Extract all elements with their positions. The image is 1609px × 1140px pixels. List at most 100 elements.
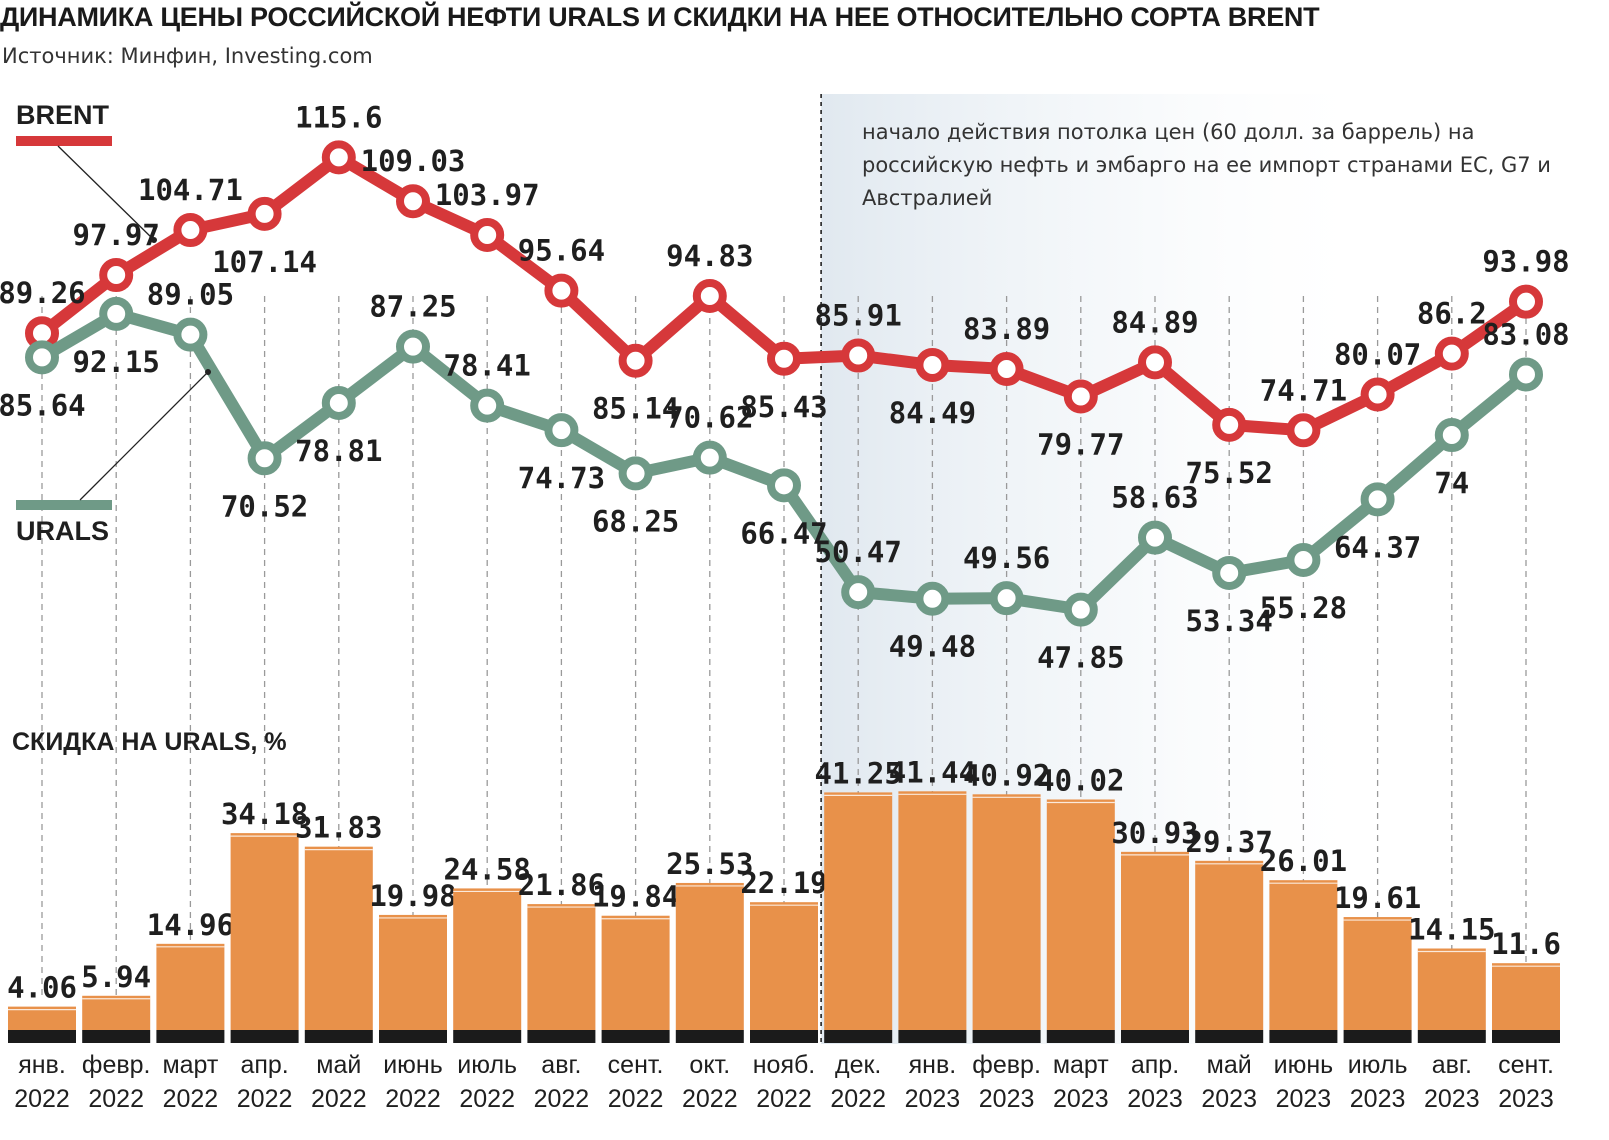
brent-point [247, 196, 282, 231]
urals-value-label: 70.62 [666, 401, 753, 435]
x-tick-month: март [1053, 1051, 1109, 1079]
discount-bar [8, 1006, 76, 1030]
urals-point [321, 385, 356, 420]
urals-point [1360, 482, 1395, 517]
brent-value-label: 107.14 [212, 245, 317, 279]
discount-bar [156, 943, 225, 1030]
urals-value-label: 85.64 [0, 388, 86, 422]
x-tick-month: апр. [240, 1051, 288, 1079]
x-tick-month: дек. [835, 1051, 881, 1079]
urals-value-label: 78.81 [295, 434, 382, 468]
discount-bar-base [675, 1030, 744, 1043]
x-tick-year: 2022 [830, 1085, 886, 1113]
discount-value-label: 14.96 [147, 908, 234, 942]
urals-legend-swatch [16, 500, 112, 510]
discount-value-label: 19.98 [369, 879, 456, 913]
x-tick-month: июнь [383, 1051, 443, 1079]
discount-bar [82, 995, 151, 1030]
urals-value-label: 74.73 [518, 461, 605, 495]
brent-value-label: 104.71 [138, 173, 243, 207]
discount-bar-base [601, 1030, 670, 1043]
x-tick-month: февр. [972, 1051, 1041, 1079]
urals-point [396, 329, 430, 364]
urals-point [1509, 357, 1543, 392]
discount-bar [898, 791, 967, 1030]
discount-value-label: 41.25 [815, 756, 902, 790]
urals-value-label: 83.08 [1482, 317, 1569, 351]
x-tick-year: 2023 [979, 1085, 1035, 1113]
brent-point [1509, 284, 1543, 319]
brent-value-label: 103.97 [435, 178, 540, 212]
urals-point [692, 440, 727, 475]
discount-value-label: 30.93 [1111, 816, 1198, 850]
x-tick-month: авг. [1432, 1051, 1472, 1079]
discount-bar [675, 882, 744, 1030]
chart-title: ДИНАМИКА ЦЕНЫ РОССИЙСКОЙ НЕФТИ URALS И С… [0, 2, 1320, 32]
urals-legend-label: URALS [16, 516, 109, 546]
brent-value-label: 93.98 [1482, 245, 1569, 279]
x-tick-month: май [316, 1051, 361, 1079]
brent-value-label: 80.07 [1334, 338, 1421, 372]
brent-value-label: 89.26 [0, 276, 86, 310]
x-tick-month: янв. [909, 1051, 957, 1079]
discount-value-label: 24.58 [444, 852, 531, 886]
discount-bar [230, 833, 299, 1030]
discount-bar [379, 914, 447, 1030]
brent-point [396, 184, 430, 219]
x-tick-year: 2023 [1127, 1085, 1183, 1113]
urals-value-label: 47.85 [1037, 641, 1124, 675]
x-tick-month: июль [1348, 1051, 1408, 1079]
urals-value-label: 53.34 [1186, 604, 1273, 638]
brent-point [1212, 407, 1247, 442]
urals-point [767, 468, 801, 503]
urals-point [1212, 555, 1247, 590]
discount-bar-base [1195, 1030, 1264, 1043]
urals-point [1063, 592, 1098, 627]
urals-value-label: 92.15 [73, 345, 160, 379]
discount-bar-base [1417, 1030, 1486, 1043]
x-tick-month: янв. [18, 1051, 66, 1079]
brent-legend-label: BRENT [16, 100, 110, 130]
urals-point [99, 296, 134, 331]
brent-point [692, 279, 727, 314]
urals-value-label: 70.52 [221, 489, 308, 523]
x-tick-year: 2022 [88, 1085, 144, 1113]
brent-legend-leader [57, 145, 155, 241]
discount-bar [1046, 799, 1115, 1030]
discount-value-label: 19.61 [1334, 881, 1421, 915]
urals-value-label: 89.05 [147, 278, 234, 312]
brent-point [1434, 336, 1469, 371]
x-tick-month: июнь [1274, 1051, 1334, 1079]
x-tick-month: окт. [689, 1051, 730, 1079]
discount-bar [453, 888, 522, 1030]
discount-value-label: 22.19 [740, 866, 827, 900]
discount-value-label: 21.86 [518, 868, 605, 902]
x-tick-year: 2022 [237, 1085, 293, 1113]
brent-point [767, 341, 801, 376]
discount-bar [1417, 948, 1486, 1030]
brent-point [99, 258, 134, 293]
urals-point [1434, 418, 1469, 453]
x-tick-month: июль [457, 1051, 517, 1079]
discount-bar [601, 915, 670, 1030]
discount-bar-base [8, 1030, 76, 1043]
x-tick-year: 2022 [385, 1085, 441, 1113]
x-tick-year: 2022 [756, 1085, 812, 1113]
brent-value-label: 85.14 [592, 392, 679, 426]
brent-value-label: 86.2 [1417, 297, 1487, 331]
discount-bar [304, 846, 373, 1030]
brent-value-label: 75.52 [1186, 456, 1273, 490]
brent-value-label: 109.03 [361, 144, 466, 178]
brent-leader-dot [151, 237, 157, 243]
brent-point [1286, 413, 1321, 448]
discount-value-label: 14.15 [1408, 912, 1495, 946]
discount-value-label: 5.94 [81, 960, 151, 994]
x-tick-year: 2022 [534, 1085, 590, 1113]
x-tick-year: 2023 [1424, 1085, 1480, 1113]
discount-value-label: 25.53 [666, 847, 753, 881]
urals-point [989, 581, 1024, 616]
discount-bar-base [972, 1030, 1041, 1043]
discount-bar-base [1121, 1030, 1189, 1043]
urals-value-label: 55.28 [1260, 591, 1347, 625]
discount-value-label: 41.44 [889, 755, 976, 789]
